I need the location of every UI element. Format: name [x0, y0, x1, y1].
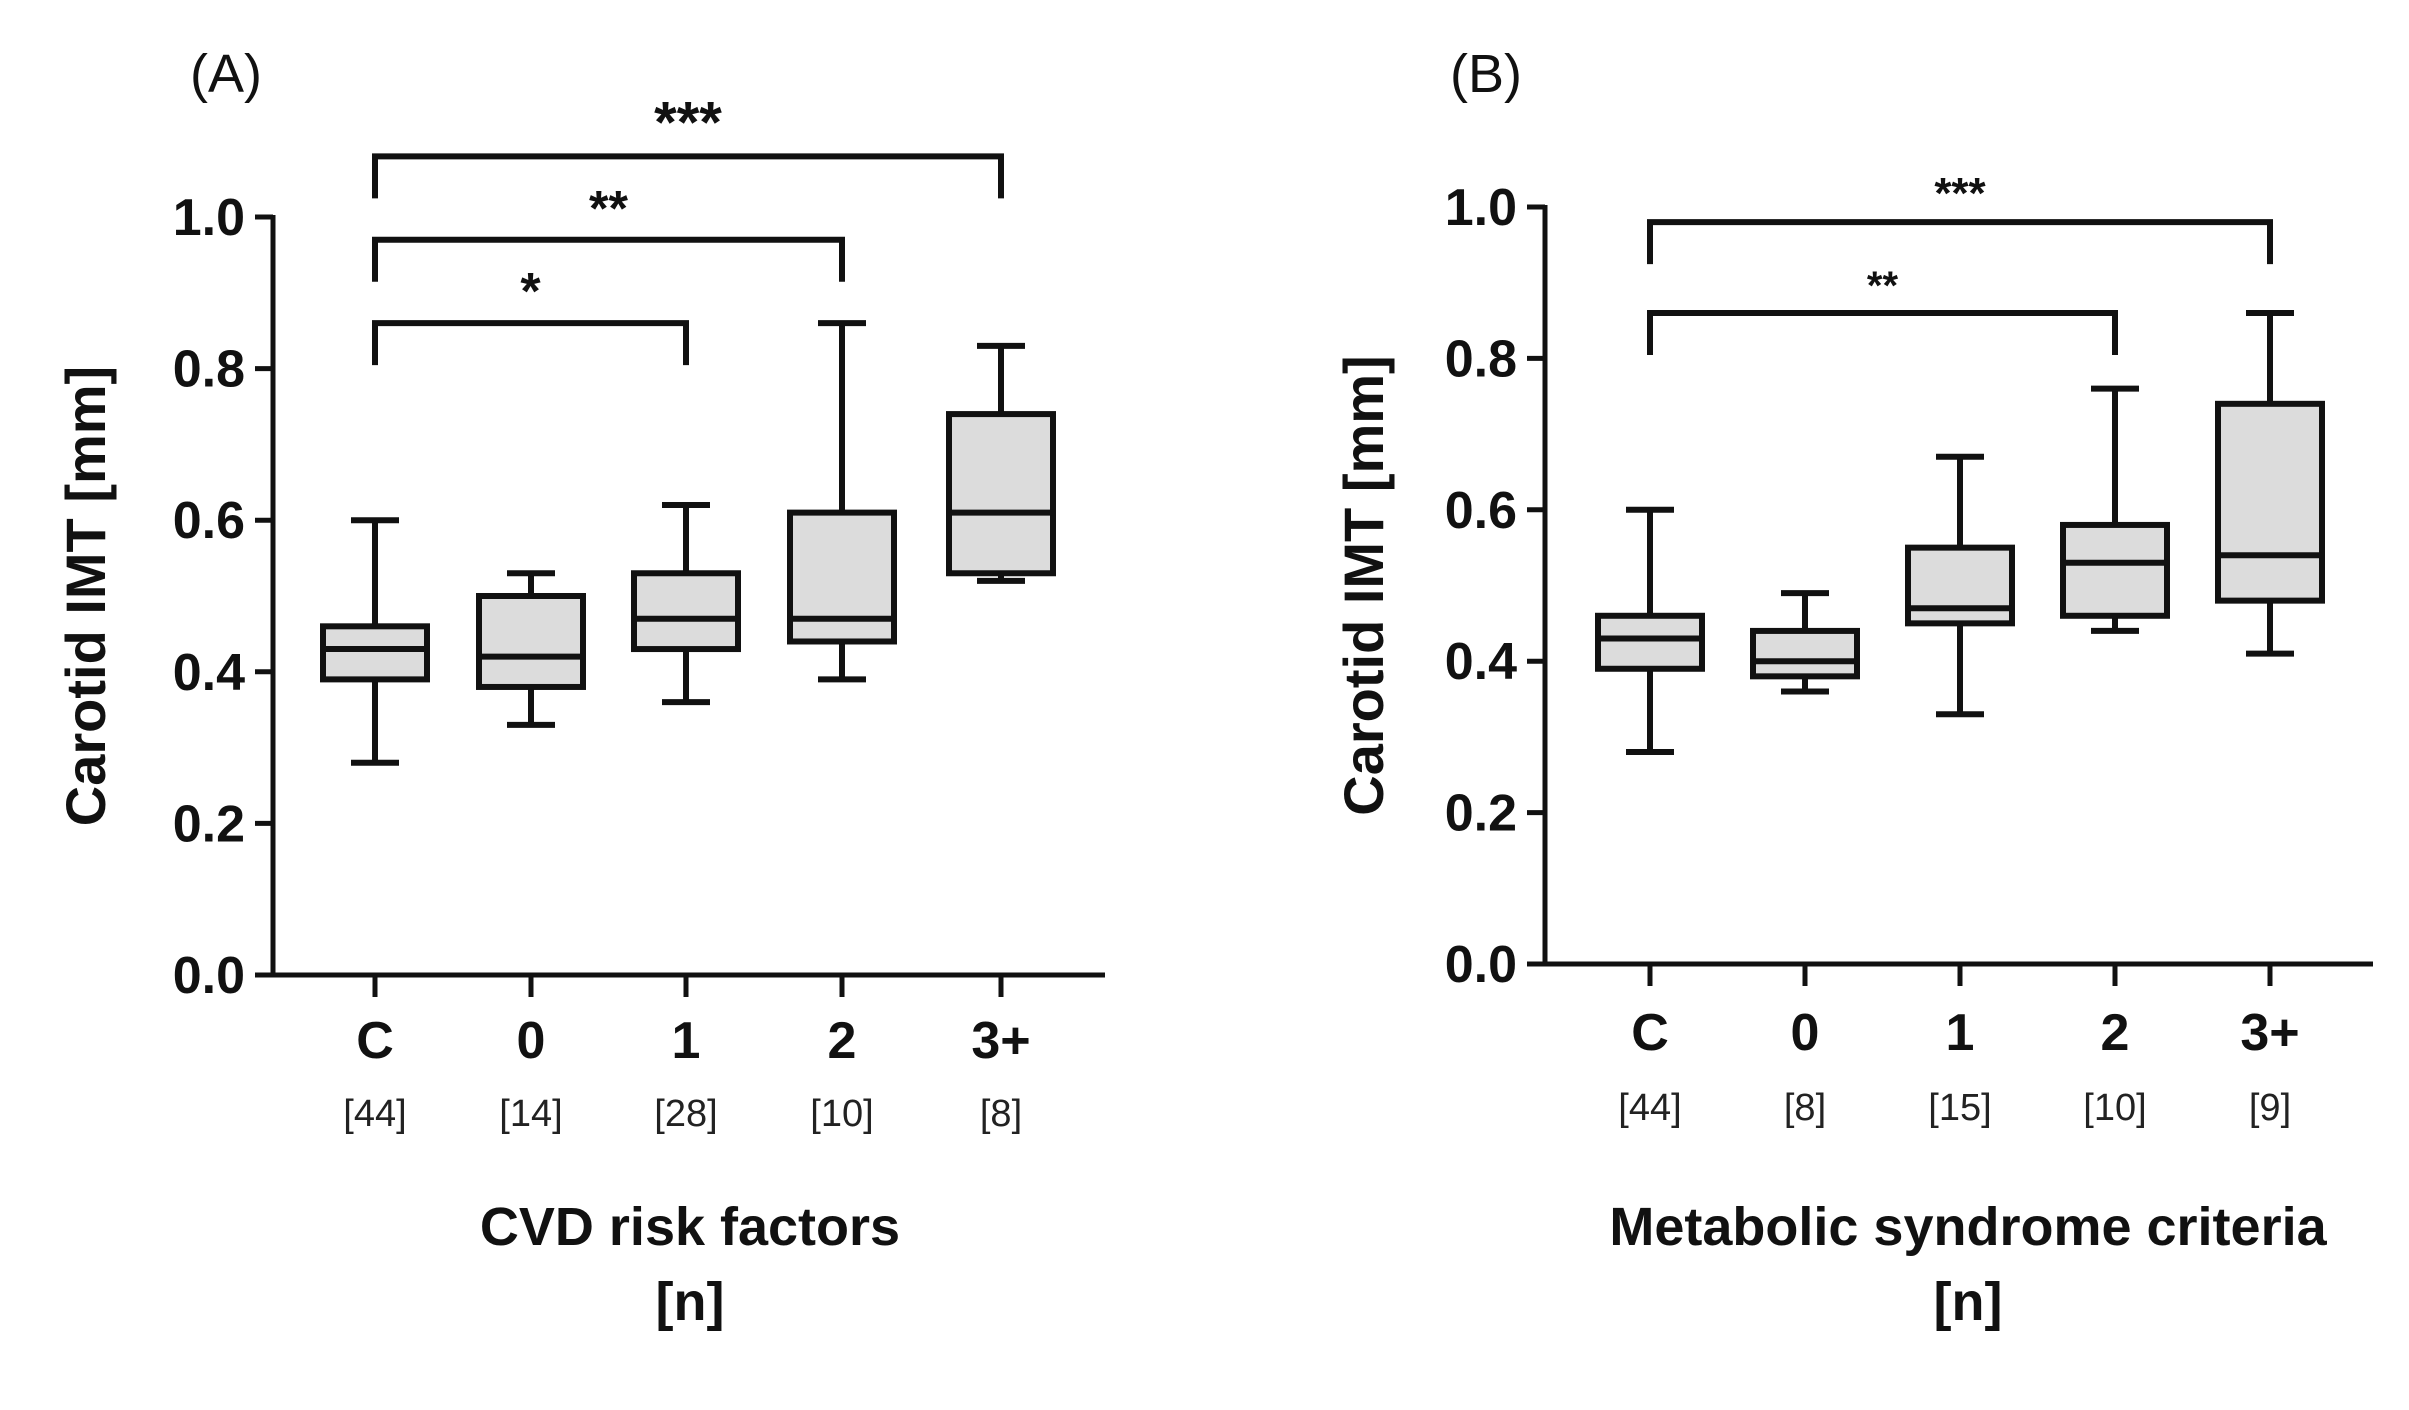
box-plot-1	[631, 502, 741, 706]
significance-label: **	[1867, 264, 1899, 308]
y-tick-label: 0.2	[173, 795, 245, 853]
box-plot-0	[1750, 590, 1860, 695]
y-tick-label: 0.4	[173, 644, 245, 702]
group-count-label: [28]	[654, 1093, 717, 1135]
interquartile-box	[320, 623, 430, 683]
y-tick-label: 0.0	[1445, 936, 1517, 994]
group-count-label: [8]	[980, 1093, 1022, 1135]
interquartile-box	[2215, 400, 2325, 604]
x-tick-label: 1	[1946, 1004, 1975, 1062]
x-tick-label: 1	[672, 1012, 701, 1070]
interquartile-box	[787, 509, 897, 645]
group-count-label: [44]	[343, 1093, 406, 1135]
x-tick-label: C	[1631, 1004, 1669, 1062]
bracket-line	[372, 320, 689, 366]
interquartile-box	[2060, 521, 2170, 619]
x-axis-label-unit: [n]	[656, 1272, 725, 1332]
panel-a: (A) 0.0 0.2 0.4 0.6 0.8 1.0 Carotid IMT [mm] C [4…	[54, 44, 1105, 1332]
box-plot-0	[476, 570, 586, 728]
bracket-line	[372, 153, 1004, 199]
y-axis-label: Carotid IMT [mm]	[1332, 355, 1395, 815]
y-tick-label: 0.6	[1445, 482, 1517, 540]
x-tick-label: 3+	[971, 1012, 1030, 1070]
significance-bracket: **	[372, 181, 845, 282]
box-plot-2	[2060, 385, 2170, 634]
panel-letter: (A)	[190, 44, 262, 104]
interquartile-box	[1750, 627, 1860, 680]
interquartile-box	[476, 593, 586, 690]
significance-label: ***	[1934, 169, 1986, 218]
significance-bracket: *	[372, 263, 689, 366]
x-tick-label: 2	[2101, 1004, 2130, 1062]
y-axis-label: Carotid IMT [mm]	[54, 366, 117, 826]
y-tick-label: 0.0	[173, 947, 245, 1005]
box-plot-2	[787, 320, 897, 683]
x-tick-label: 2	[828, 1012, 857, 1070]
x-axis-label-unit: [n]	[1934, 1272, 2003, 1332]
box-plot-C	[1595, 506, 1705, 756]
box-plot-1	[1905, 453, 2015, 718]
y-tick-label: 1.0	[1445, 179, 1517, 237]
bracket-line	[1647, 309, 2118, 355]
group-count-label: [9]	[2249, 1087, 2291, 1129]
bracket-line	[1647, 219, 2273, 265]
group-count-label: [8]	[1784, 1087, 1826, 1129]
significance-bracket: ***	[372, 90, 1004, 199]
interquartile-box	[1595, 612, 1705, 672]
y-tick-label: 0.8	[1445, 330, 1517, 388]
group-count-label: [44]	[1618, 1087, 1681, 1129]
significance-label: ***	[654, 90, 722, 155]
y-tick-label: 0.6	[173, 492, 245, 550]
y-tick-label: 0.2	[1445, 785, 1517, 843]
group-count-label: [14]	[499, 1093, 562, 1135]
x-tick-label: 0	[1791, 1004, 1820, 1062]
box-plot-C	[320, 517, 430, 766]
y-tick-label: 0.8	[173, 341, 245, 399]
x-axis-label: CVD risk factors	[480, 1197, 900, 1257]
y-tick-label: 0.4	[1445, 633, 1517, 691]
panel-b: (B) 0.0 0.2 0.4 0.6 0.8 1.0 Carotid IMT [mm] C [4…	[1332, 44, 2373, 1332]
group-count-label: [10]	[2083, 1087, 2146, 1129]
significance-label: **	[589, 181, 628, 237]
group-count-label: [15]	[1928, 1087, 1991, 1129]
y-tick-label: 1.0	[173, 189, 245, 247]
x-tick-label: 3+	[2240, 1004, 2299, 1062]
interquartile-box	[631, 570, 741, 653]
bracket-line	[372, 236, 845, 282]
panel-letter: (B)	[1450, 44, 1522, 104]
box-plot-3plus	[2215, 309, 2325, 657]
group-count-label: [10]	[810, 1093, 873, 1135]
interquartile-box	[946, 411, 1056, 577]
x-tick-label: C	[356, 1012, 394, 1070]
x-axis-label: Metabolic syndrome criteria	[1609, 1197, 2327, 1257]
significance-bracket: **	[1647, 264, 2118, 355]
x-tick-label: 0	[517, 1012, 546, 1070]
box-plot-3plus	[946, 342, 1056, 584]
significance-bracket: ***	[1647, 169, 2273, 265]
significance-label: *	[520, 263, 541, 321]
interquartile-box	[1905, 544, 2015, 627]
